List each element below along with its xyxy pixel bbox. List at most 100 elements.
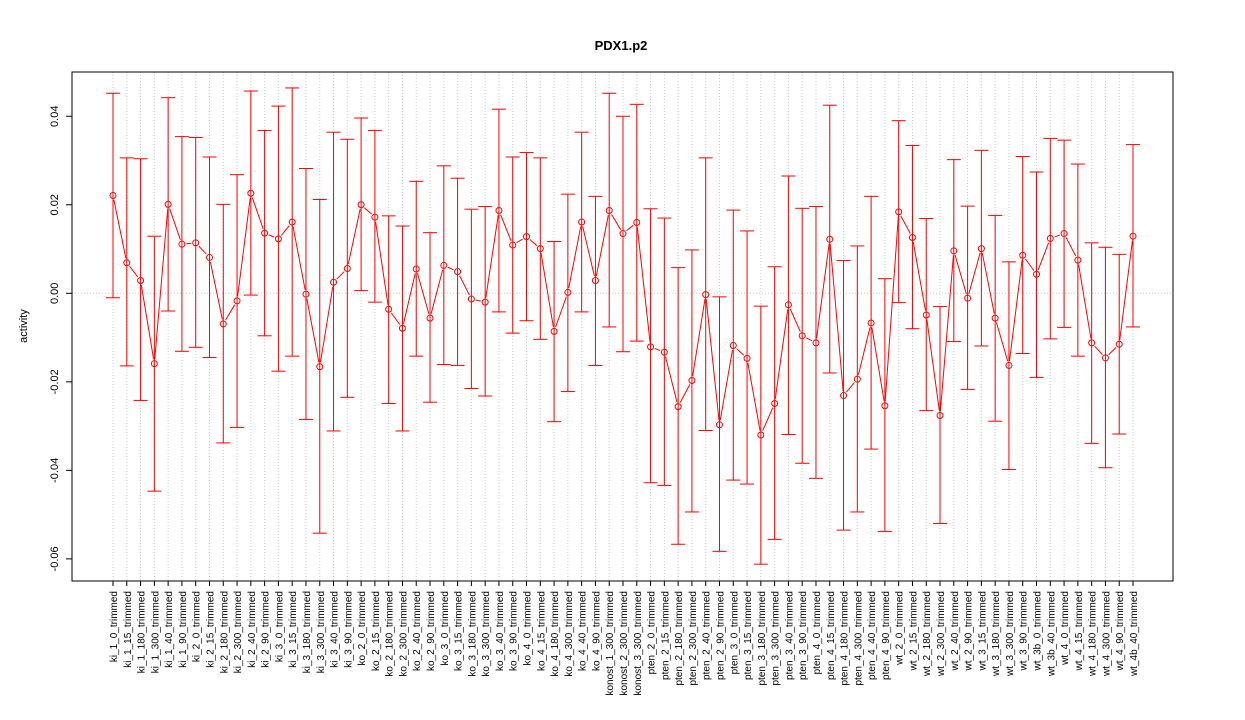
series-line-segment <box>390 312 401 325</box>
x-tick-label: konost_2_300_trimmed <box>619 591 630 696</box>
series-line-segment <box>829 243 844 392</box>
data-point <box>247 189 255 197</box>
data-point <box>729 342 737 350</box>
x-tick-label: pten_4_90_trimmed <box>881 591 892 680</box>
data-point <box>1033 270 1041 278</box>
data-point <box>357 201 365 209</box>
x-tick-label: pten_3_300_trimmed <box>771 591 782 686</box>
x-tick-label: ko_2_180_trimmed <box>385 591 396 677</box>
x-tick-label: wt_2_0_trimmed <box>895 591 906 666</box>
x-tick-label: wt_2_15_trimmed <box>908 591 919 671</box>
series-line-segment <box>900 215 911 234</box>
data-point <box>192 239 200 247</box>
x-tick-label: ko_3_180_trimmed <box>467 591 478 677</box>
x-tick-label: pten_4_300_trimmed <box>853 591 864 686</box>
x-tick-label: ki_3_0_trimmed <box>274 591 285 662</box>
data-point <box>412 265 420 273</box>
series-line-segment <box>1024 258 1035 271</box>
data-point <box>798 332 806 340</box>
x-tick-label: ki_2_15_trimmed <box>205 591 216 668</box>
series-line-segment <box>912 241 926 311</box>
series-line-segment <box>475 299 481 302</box>
series-line-segment <box>692 298 706 377</box>
data-point <box>137 276 145 284</box>
x-tick-label: ko_2_15_trimmed <box>371 591 382 671</box>
series-line-segment <box>555 296 567 328</box>
data-point <box>454 268 462 276</box>
data-point <box>1060 230 1068 238</box>
data-point <box>123 259 131 267</box>
data-point <box>233 297 241 305</box>
data-point <box>467 295 475 303</box>
data-point <box>619 230 627 238</box>
x-tick-label: ko_3_40_trimmed <box>495 591 506 671</box>
data-point <box>178 240 186 248</box>
data-point <box>398 324 406 332</box>
series-line-segment <box>416 273 430 314</box>
series-line-segment <box>871 327 885 402</box>
data-point <box>881 402 889 410</box>
x-tick-label: konost_1_300_trimmed <box>605 591 616 696</box>
series-line-segment <box>375 221 389 305</box>
x-tick-label: ki_1_180_trimmed <box>137 591 148 673</box>
series-line-segment <box>319 286 334 363</box>
x-tick-label: ko_3_300_trimmed <box>481 591 492 677</box>
x-tick-label: wt_2_300_trimmed <box>936 591 947 677</box>
x-tick-label: ki_2_300_trimmed <box>233 591 244 673</box>
x-tick-label: pten_3_15_trimmed <box>743 591 754 680</box>
x-tick-label: wt_3_300_trimmed <box>1005 591 1016 677</box>
series-line-segment <box>995 322 1009 362</box>
series-line-segment <box>485 214 499 298</box>
data-point <box>784 301 792 309</box>
data-point <box>509 241 517 249</box>
data-point <box>922 311 930 319</box>
data-point <box>578 218 586 226</box>
x-tick-label: ko_3_0_trimmed <box>440 591 451 665</box>
data-point <box>219 320 227 328</box>
x-tick-label: ki_1_300_trimmed <box>150 591 161 673</box>
data-point <box>867 319 875 327</box>
data-point <box>343 265 351 273</box>
x-tick-label: pten_3_40_trimmed <box>784 591 795 680</box>
series-line-segment <box>582 226 595 277</box>
x-tick-label: wt_2_90_trimmed <box>964 591 975 671</box>
x-tick-label: pten_3_0_trimmed <box>729 591 740 674</box>
x-tick-label: ki_2_180_trimmed <box>219 591 230 673</box>
series-line-segment <box>981 252 995 314</box>
x-tick-label: pten_3_90_trimmed <box>798 591 809 680</box>
series-line-segment <box>762 407 774 432</box>
x-tick-label: ko_2_40_trimmed <box>412 591 423 671</box>
series-line-segment <box>447 266 454 271</box>
data-point <box>536 245 544 253</box>
series-line-segment <box>789 308 801 332</box>
y-axis-label: activity <box>18 309 30 343</box>
y-tick-label: 0.04 <box>49 106 61 127</box>
x-tick-label: wt_3b_0_trimmed <box>1033 591 1044 671</box>
y-tick-label: 0.02 <box>49 194 61 215</box>
data-point <box>109 191 117 199</box>
series-line-segment <box>1065 237 1077 257</box>
x-tick-label: ko_2_90_trimmed <box>426 591 437 671</box>
series-line-segment <box>805 337 813 342</box>
y-tick-label: -0.02 <box>49 369 61 394</box>
x-tick-label: konost_3_300_trimmed <box>633 591 644 696</box>
data-point <box>371 213 379 221</box>
x-tick-label: ki_3_40_trimmed <box>330 591 341 668</box>
series-line-segment <box>237 197 251 297</box>
series-line-segment <box>954 254 967 294</box>
x-tick-label: ki_3_90_trimmed <box>343 591 354 668</box>
x-tick-label: wt_4b_40_trimmed <box>1129 591 1140 677</box>
data-point <box>853 375 861 383</box>
series-line-segment <box>516 238 523 244</box>
data-point <box>1019 251 1027 259</box>
x-tick-label: wt_4_90_trimmed <box>1115 591 1126 671</box>
data-point <box>302 290 310 298</box>
data-point <box>523 233 531 241</box>
data-point <box>1046 234 1054 242</box>
x-tick-label: pten_4_40_trimmed <box>867 591 878 680</box>
data-point <box>908 234 916 242</box>
x-tick-label: ki_2_90_trimmed <box>261 591 272 668</box>
series-line-segment <box>846 382 855 393</box>
data-point <box>261 229 269 237</box>
